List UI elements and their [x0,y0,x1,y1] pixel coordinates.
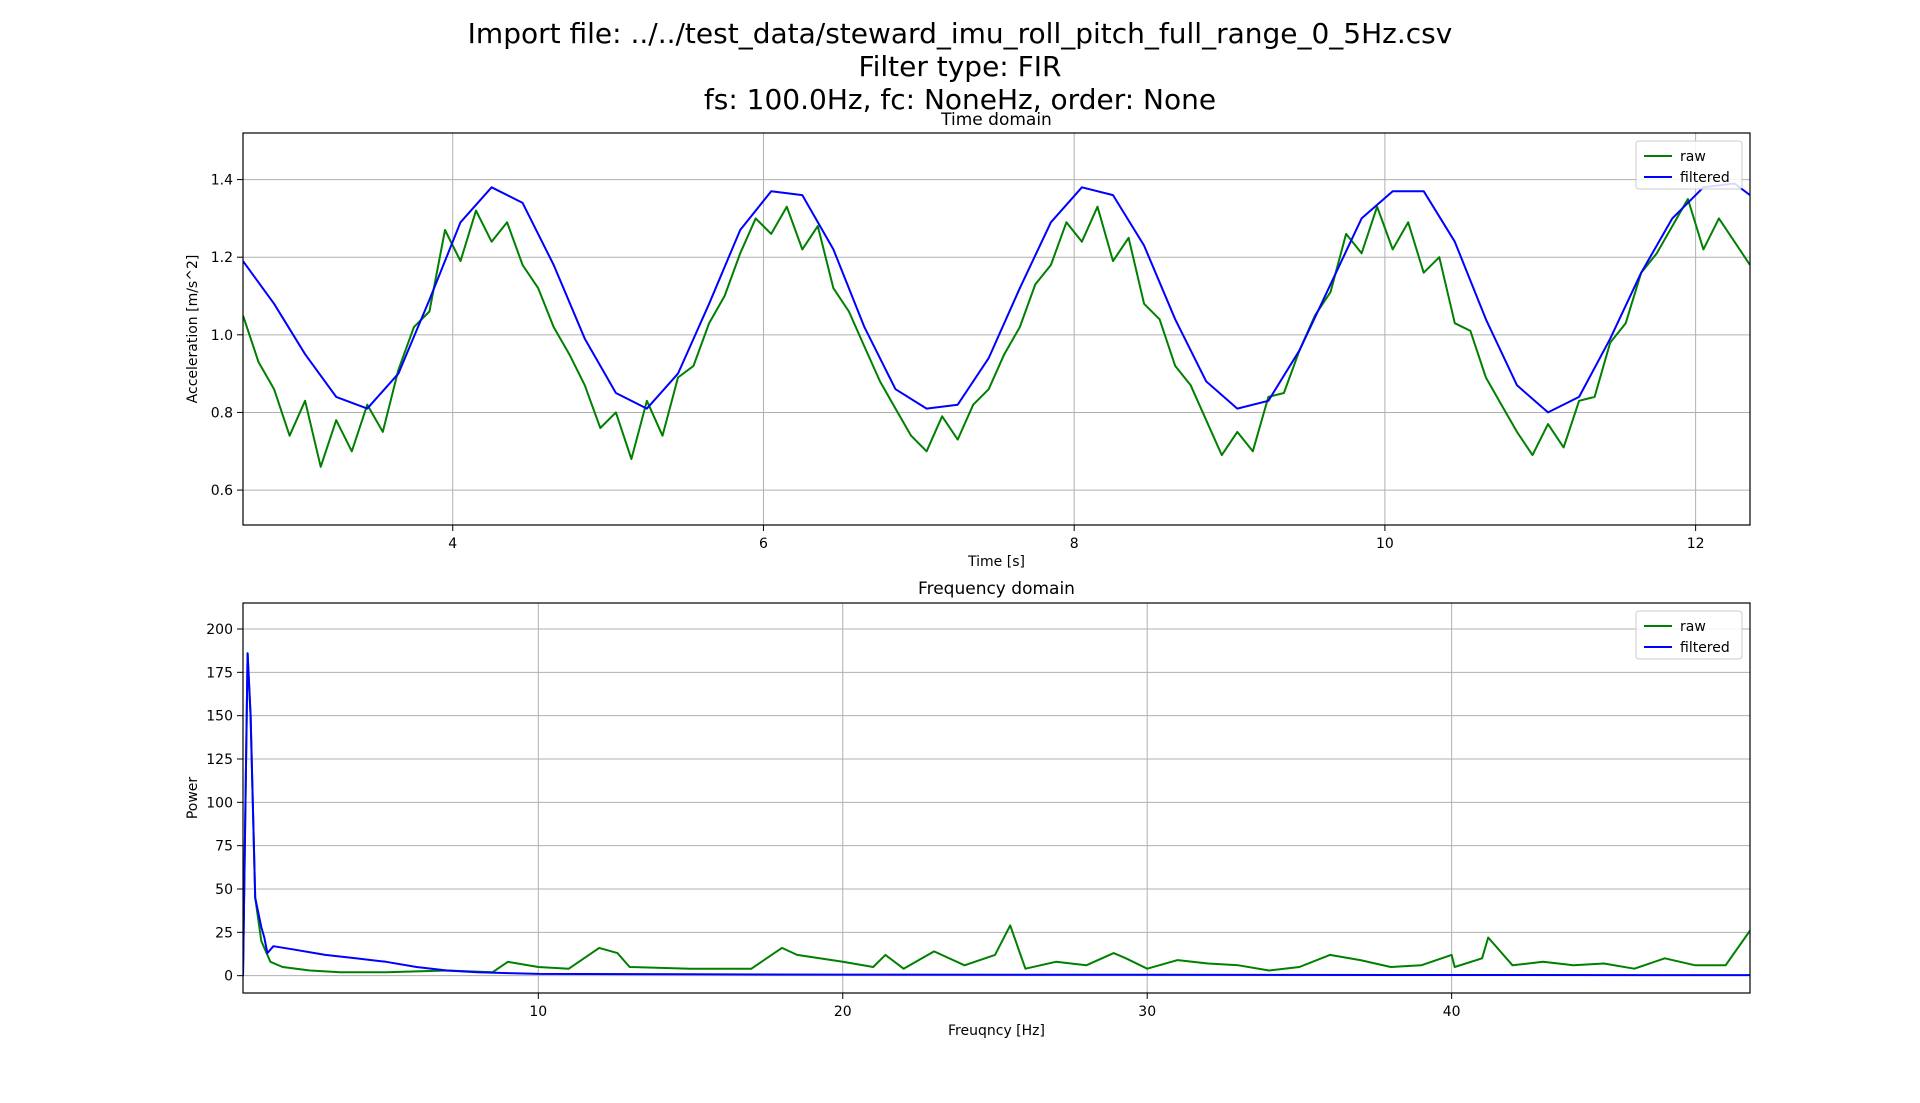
time-xtick-label: 12 [1687,536,1705,552]
time-xtick-label: 8 [1070,536,1079,552]
freq-xtick-label: 40 [1443,1004,1461,1020]
time-ytick-label: 0.8 [211,405,233,421]
time-legend: raw filtered [1635,140,1743,190]
figure-title-line-2: Filter type: FIR [858,50,1062,83]
freq-xlabel: Freuqncy [Hz] [948,1023,1045,1039]
freq-ytick-label: 75 [215,839,233,855]
freq-series-raw [243,652,1750,976]
freq-axes: 10 20 30 40 0 25 50 75 100 125 150 175 200 Frequency … [185,579,1751,1039]
time-ylabel: Acceleration [m/s^2] [185,255,201,404]
time-xtick-label: 6 [759,536,768,552]
freq-frame [242,602,1751,994]
time-legend-label-filtered: filtered [1680,170,1730,186]
freq-ytick-label: 25 [215,925,233,941]
freq-xtick-label: 20 [834,1004,852,1020]
freq-ytick-label: 150 [206,709,233,725]
time-ytick-label: 1.0 [211,328,233,344]
time-series-raw [243,198,1750,468]
time-xlabel: Time [s] [967,554,1025,570]
freq-legend: raw filtered [1635,610,1743,660]
time-ytick-label: 0.6 [211,483,233,499]
freq-xtick-label: 10 [529,1004,547,1020]
time-ytick-label: 1.4 [211,173,233,189]
freq-series-filtered [243,652,1750,977]
freq-ytick-label: 125 [206,752,233,768]
figure-title-line-3: fs: 100.0Hz, fc: NoneHz, order: None [703,83,1217,116]
freq-xtick-label: 30 [1138,1004,1156,1020]
freq-ytick-label: 0 [224,969,233,985]
freq-ytick-label: 100 [206,795,233,811]
freq-legend-label-raw: raw [1680,619,1706,635]
freq-ylabel: Power [185,777,201,820]
freq-ytick-label: 200 [206,622,233,638]
time-title: Time domain [940,110,1052,130]
time-legend-label-raw: raw [1680,149,1706,165]
time-series-filtered [243,182,1750,414]
time-frame [242,132,1751,526]
figure-title-line-1: Import file: ../../test_data/steward_imu… [467,17,1453,50]
freq-title: Frequency domain [918,579,1075,599]
time-xtick-label: 10 [1376,536,1394,552]
freq-legend-label-filtered: filtered [1680,640,1730,656]
time-ytick-label: 1.2 [211,250,233,266]
time-axes: 4 6 8 10 12 0.6 0.8 1.0 1.2 1.4 Time domain Time [s… [185,110,1751,570]
freq-ytick-label: 175 [206,665,233,681]
time-xtick-label: 4 [448,536,457,552]
freq-ytick-label: 50 [215,882,233,898]
